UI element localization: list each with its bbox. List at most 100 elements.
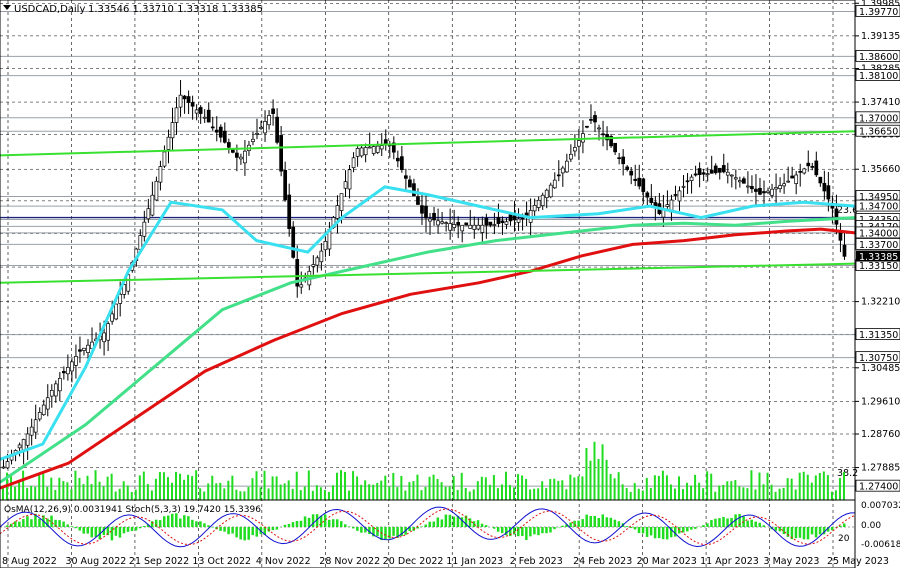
osma-bar <box>239 527 242 540</box>
volume-bar <box>303 486 306 500</box>
level-box <box>855 50 900 62</box>
candle-body <box>311 264 316 267</box>
osma-bar <box>686 527 689 532</box>
osma-bar <box>219 527 222 531</box>
volume-bar <box>364 480 367 500</box>
candle-body <box>625 166 630 170</box>
volume-bar <box>758 472 761 500</box>
osma-bar <box>323 514 327 527</box>
volume-bar <box>380 480 383 500</box>
volume-bar <box>597 459 600 500</box>
volume-bar <box>798 472 801 500</box>
candle-body <box>166 136 171 150</box>
candle-body <box>416 196 420 205</box>
volume-bar <box>661 470 664 500</box>
volume-bar <box>30 485 33 500</box>
osma-bar <box>464 515 468 527</box>
volume-bar <box>782 487 785 500</box>
volume-bar <box>102 486 105 500</box>
volume-bar <box>826 475 829 500</box>
candle-body <box>114 303 119 320</box>
candle-body <box>21 439 26 451</box>
candle-body <box>255 132 259 135</box>
osma-bar <box>166 515 170 527</box>
volume-bar <box>126 485 129 500</box>
level-label: 1.33700 <box>859 240 898 251</box>
volume-bar <box>537 488 540 500</box>
price-tick-label: 1.30485 <box>861 363 900 374</box>
candle-body <box>239 156 243 160</box>
osma-bar <box>307 517 311 527</box>
price-axis: 1.399851.391351.382851.374101.365601.356… <box>855 0 900 493</box>
current-price-tag <box>856 250 900 262</box>
volume-bar <box>376 482 379 500</box>
osma-bar <box>295 521 299 527</box>
osma-bar <box>706 523 709 527</box>
osma-bar <box>822 527 826 535</box>
volume-bar <box>247 486 250 500</box>
time-label: 25 May 2023 <box>827 556 889 567</box>
osma-bar <box>710 520 713 527</box>
osma-bar <box>653 527 657 539</box>
osma-bar <box>142 526 146 527</box>
volume-bar <box>191 476 194 500</box>
candle-body <box>782 183 786 187</box>
osma-bar <box>669 527 673 538</box>
candle-body <box>496 216 501 224</box>
osma-bar <box>472 521 476 527</box>
osma-bar <box>187 516 190 527</box>
volume-bar <box>70 489 73 500</box>
current-price-label: 1.33385 <box>859 252 898 263</box>
volume-bar <box>774 491 777 500</box>
time-label: 4 Nov 2022 <box>256 556 311 567</box>
candle-body <box>440 221 444 224</box>
osma-bar <box>577 520 580 527</box>
osma-bar <box>311 514 315 527</box>
volume-bar <box>94 470 97 500</box>
chevron-down-icon[interactable] <box>3 5 11 10</box>
candle-body <box>404 175 408 179</box>
volume-bar <box>625 488 628 500</box>
volume-bar <box>58 477 61 500</box>
candle-body <box>536 199 541 208</box>
candle-body <box>138 235 143 250</box>
osma-bar <box>94 527 98 537</box>
volume-bar <box>633 483 636 500</box>
level-label: 1.34000 <box>859 228 898 239</box>
volume-bar <box>460 472 463 500</box>
candle-body <box>106 323 110 341</box>
candle-body <box>609 135 613 147</box>
osma-bar <box>609 517 613 527</box>
volume-bar <box>26 487 29 500</box>
candle-body <box>395 157 400 162</box>
osma-bar <box>778 527 782 532</box>
volume-bar <box>400 475 403 500</box>
volume-bar <box>263 470 266 500</box>
candle-body <box>786 180 790 183</box>
volume-bar <box>335 472 338 500</box>
time-label: 30 Aug 2022 <box>65 556 126 567</box>
volume-bar <box>134 489 137 500</box>
osma-bar <box>138 527 142 529</box>
volume-bar <box>207 483 210 500</box>
volume-bar <box>18 481 21 500</box>
osma-bar <box>179 518 182 527</box>
volume-bar <box>694 474 697 500</box>
osma-bar <box>400 527 403 536</box>
osma-bar <box>352 527 355 529</box>
volume-bar <box>730 481 733 500</box>
volume-bar <box>629 491 632 500</box>
osma-bar <box>460 517 464 527</box>
candle-body <box>154 180 159 201</box>
candle-body <box>597 127 601 130</box>
volume-bar <box>645 477 648 500</box>
volume-bar <box>279 484 282 500</box>
volume-bar <box>199 488 202 500</box>
level-label: 1.37000 <box>859 113 898 124</box>
candle-body <box>778 185 782 190</box>
osma-bar <box>243 527 246 541</box>
volume-bar <box>521 475 524 500</box>
volume-bar <box>525 478 528 500</box>
candle-body <box>444 222 448 224</box>
osma-bar <box>171 513 174 527</box>
